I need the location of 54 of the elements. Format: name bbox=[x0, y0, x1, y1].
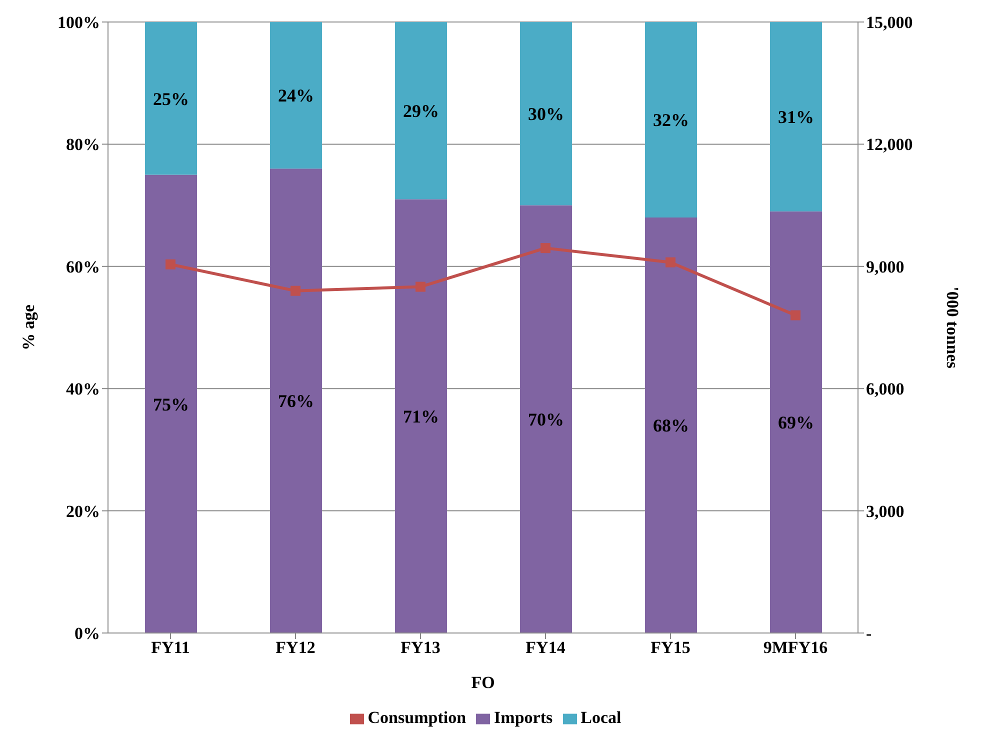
y-tick-label: 40% bbox=[66, 380, 100, 399]
data-label: 29% bbox=[403, 100, 439, 121]
point bbox=[416, 282, 426, 292]
bar bbox=[645, 218, 697, 633]
data-label: 70% bbox=[528, 410, 564, 430]
legend-label: Local bbox=[580, 708, 622, 727]
y2-tick-label: 12,000 bbox=[866, 135, 913, 154]
bar bbox=[395, 199, 447, 633]
y-tick-label: 20% bbox=[66, 502, 100, 521]
point bbox=[166, 259, 176, 270]
data-label: 71% bbox=[403, 406, 439, 426]
y2-tick-label: 6,000 bbox=[866, 380, 904, 399]
bar bbox=[520, 22, 572, 206]
point bbox=[290, 286, 300, 296]
x-tick-label: 9MFY16 bbox=[763, 638, 828, 658]
y2-tick-label: 15,000 bbox=[866, 13, 913, 32]
legend-label: Imports bbox=[494, 708, 553, 727]
y-tick-label: 100% bbox=[58, 13, 100, 32]
x-tick-label: FY14 bbox=[526, 638, 566, 658]
point bbox=[540, 243, 550, 254]
bar bbox=[145, 22, 197, 175]
data-label: 25% bbox=[153, 88, 189, 109]
data-label: 69% bbox=[778, 412, 814, 433]
x-tick-label: FY12 bbox=[276, 638, 316, 658]
data-label: 76% bbox=[278, 391, 314, 412]
data-label: 68% bbox=[653, 416, 689, 436]
bar bbox=[145, 174, 197, 633]
bar bbox=[270, 22, 322, 169]
point bbox=[666, 257, 676, 268]
bar bbox=[270, 168, 322, 633]
y-tick-label: 60% bbox=[66, 257, 100, 276]
data-label: 24% bbox=[278, 86, 314, 106]
bar bbox=[770, 211, 822, 633]
y-axis-title: % age bbox=[19, 304, 38, 350]
point bbox=[790, 310, 800, 320]
legend-label: Consumption bbox=[368, 708, 466, 727]
x-tick-label: FY15 bbox=[650, 638, 690, 658]
y2-tick-label: 9,000 bbox=[866, 257, 904, 276]
data-label: 75% bbox=[153, 394, 189, 414]
bar bbox=[520, 205, 572, 633]
y2-tick-label: 3,000 bbox=[866, 502, 904, 521]
bar bbox=[645, 22, 697, 218]
x-tick-label: FY13 bbox=[400, 638, 440, 658]
y2-axis-title: '000 tonnes bbox=[942, 286, 962, 369]
bar bbox=[770, 22, 822, 212]
y-tick-label: 80% bbox=[66, 135, 100, 154]
data-label: 32% bbox=[653, 110, 689, 130]
data-label: 31% bbox=[778, 107, 814, 128]
bar bbox=[395, 22, 447, 200]
y2-tick-label: - bbox=[866, 624, 872, 644]
data-label: 30% bbox=[528, 104, 564, 124]
y-tick-label: 0% bbox=[74, 624, 100, 644]
x-tick-label: FY11 bbox=[151, 638, 190, 658]
x-axis-title: FO bbox=[471, 673, 495, 692]
